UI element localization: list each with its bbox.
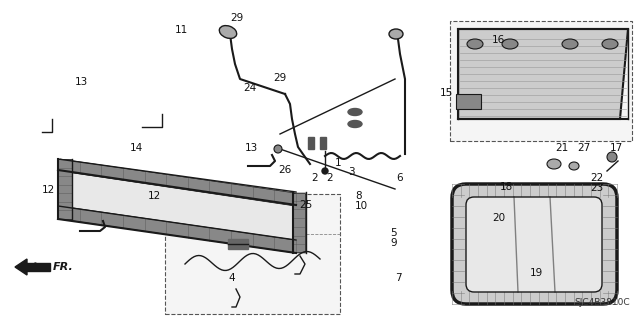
Text: 6: 6 — [396, 173, 403, 183]
Text: 2: 2 — [312, 173, 318, 183]
Ellipse shape — [348, 121, 362, 128]
Text: 29: 29 — [273, 73, 286, 83]
Text: 14: 14 — [130, 143, 143, 153]
Text: 25: 25 — [299, 200, 312, 210]
Text: 17: 17 — [610, 143, 623, 153]
Text: 18: 18 — [500, 182, 513, 192]
Ellipse shape — [348, 108, 362, 115]
Text: 12: 12 — [42, 185, 55, 195]
Polygon shape — [60, 159, 295, 206]
Ellipse shape — [547, 159, 561, 169]
Text: 2: 2 — [326, 173, 333, 183]
Text: 4: 4 — [228, 273, 235, 283]
Text: 22: 22 — [590, 173, 604, 183]
FancyBboxPatch shape — [466, 197, 602, 292]
Text: 3: 3 — [348, 167, 355, 177]
Text: 7: 7 — [395, 273, 402, 283]
Ellipse shape — [569, 162, 579, 170]
Text: 16: 16 — [492, 35, 505, 45]
Ellipse shape — [220, 26, 237, 38]
Polygon shape — [458, 29, 628, 119]
Text: 9: 9 — [390, 238, 397, 248]
Text: 27: 27 — [577, 143, 590, 153]
Ellipse shape — [562, 39, 578, 49]
Text: 24: 24 — [243, 83, 256, 93]
Circle shape — [322, 168, 328, 174]
Bar — [308, 137, 314, 149]
Text: 13: 13 — [245, 143, 259, 153]
Text: FR.: FR. — [53, 262, 74, 272]
Polygon shape — [23, 263, 50, 271]
Ellipse shape — [467, 39, 483, 49]
Text: 20: 20 — [492, 213, 505, 223]
Text: 21: 21 — [555, 143, 568, 153]
Text: SJC4B3810C: SJC4B3810C — [574, 298, 630, 307]
Text: 1: 1 — [335, 158, 342, 168]
Text: 13: 13 — [75, 77, 88, 87]
Text: 11: 11 — [175, 25, 188, 35]
FancyBboxPatch shape — [450, 21, 632, 141]
Text: 5: 5 — [390, 228, 397, 238]
Bar — [456, 94, 481, 109]
Text: 15: 15 — [440, 88, 453, 98]
Text: 19: 19 — [530, 268, 543, 278]
Text: 26: 26 — [278, 165, 291, 175]
Bar — [228, 239, 248, 249]
Polygon shape — [60, 206, 295, 253]
Polygon shape — [292, 193, 305, 252]
Circle shape — [274, 145, 282, 153]
Polygon shape — [15, 259, 27, 275]
Text: 29: 29 — [230, 13, 243, 23]
Polygon shape — [58, 159, 72, 219]
Text: 10: 10 — [355, 201, 368, 211]
Text: 23: 23 — [590, 183, 604, 193]
FancyBboxPatch shape — [452, 184, 617, 304]
Bar — [320, 137, 326, 149]
Polygon shape — [72, 171, 293, 252]
Text: 8: 8 — [355, 191, 362, 201]
Ellipse shape — [389, 29, 403, 39]
Ellipse shape — [602, 39, 618, 49]
Circle shape — [607, 152, 617, 162]
FancyBboxPatch shape — [165, 194, 340, 314]
Text: 12: 12 — [148, 191, 161, 201]
Ellipse shape — [502, 39, 518, 49]
